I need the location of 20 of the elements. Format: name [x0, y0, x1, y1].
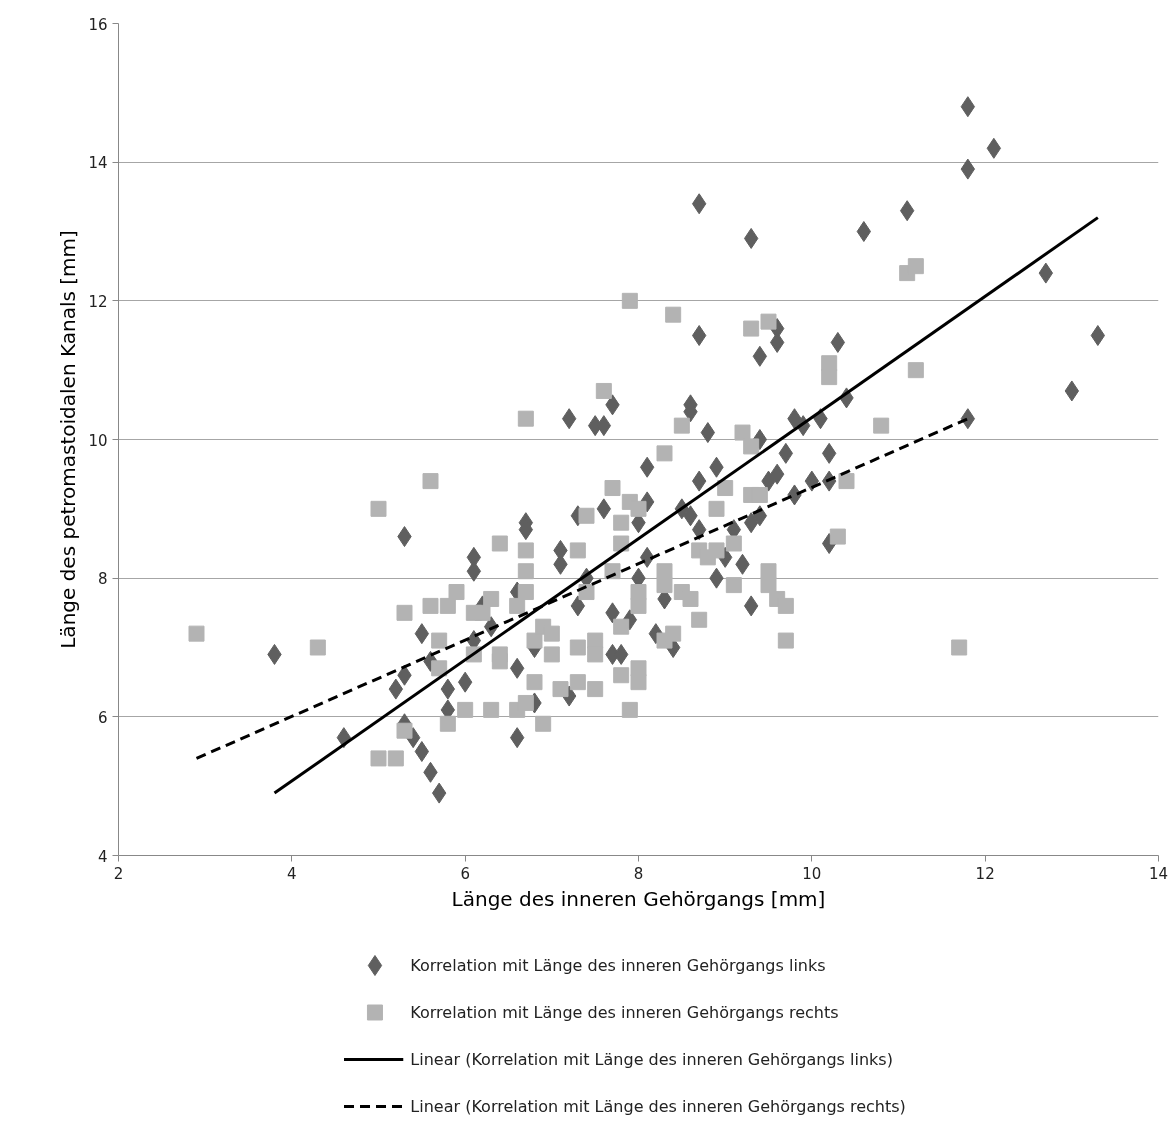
y-tick-label: 8: [97, 570, 108, 589]
x-tick-label: 8: [633, 864, 644, 883]
x-tick-label: 4: [287, 864, 297, 883]
x-tick-label: 2: [113, 864, 124, 883]
x-tick-label: 6: [460, 864, 470, 883]
y-tick-label: 12: [88, 292, 108, 311]
x-tick-label: 14: [1148, 864, 1169, 883]
x-axis-title: Länge des inneren Gehörgangs [mm]: [451, 886, 826, 911]
legend-label: Korrelation mit Länge des inneren Gehörgangs rechts: [410, 1003, 839, 1022]
y-axis-title: Länge des petromastoidalen Kanals [mm]: [56, 230, 81, 649]
x-tick-label: 10: [802, 864, 822, 883]
legend-label: Linear (Korrelation mit Länge des inneren Gehörgangs rechts): [410, 1097, 906, 1116]
legend-label: Linear (Korrelation mit Länge des inneren Gehörgangs links): [410, 1050, 893, 1069]
y-tick-label: 10: [88, 431, 108, 450]
y-tick-label: 6: [97, 708, 108, 727]
y-tick-label: 4: [97, 847, 108, 866]
legend-label: Korrelation mit Länge des inneren Gehörgangs links: [410, 956, 826, 975]
y-tick-label: 14: [88, 154, 108, 173]
x-tick-label: 12: [975, 864, 995, 883]
y-tick-label: 16: [88, 15, 108, 34]
